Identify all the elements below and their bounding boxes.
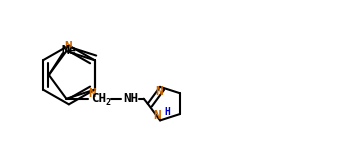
Text: CH: CH [91,92,106,105]
Text: N: N [155,85,163,98]
Text: Me: Me [61,44,76,57]
Text: NH: NH [123,92,138,105]
Text: 2: 2 [105,98,110,107]
Text: N: N [153,109,161,122]
Text: N: N [65,40,72,53]
Text: H: H [164,107,170,117]
Text: N: N [88,87,95,100]
